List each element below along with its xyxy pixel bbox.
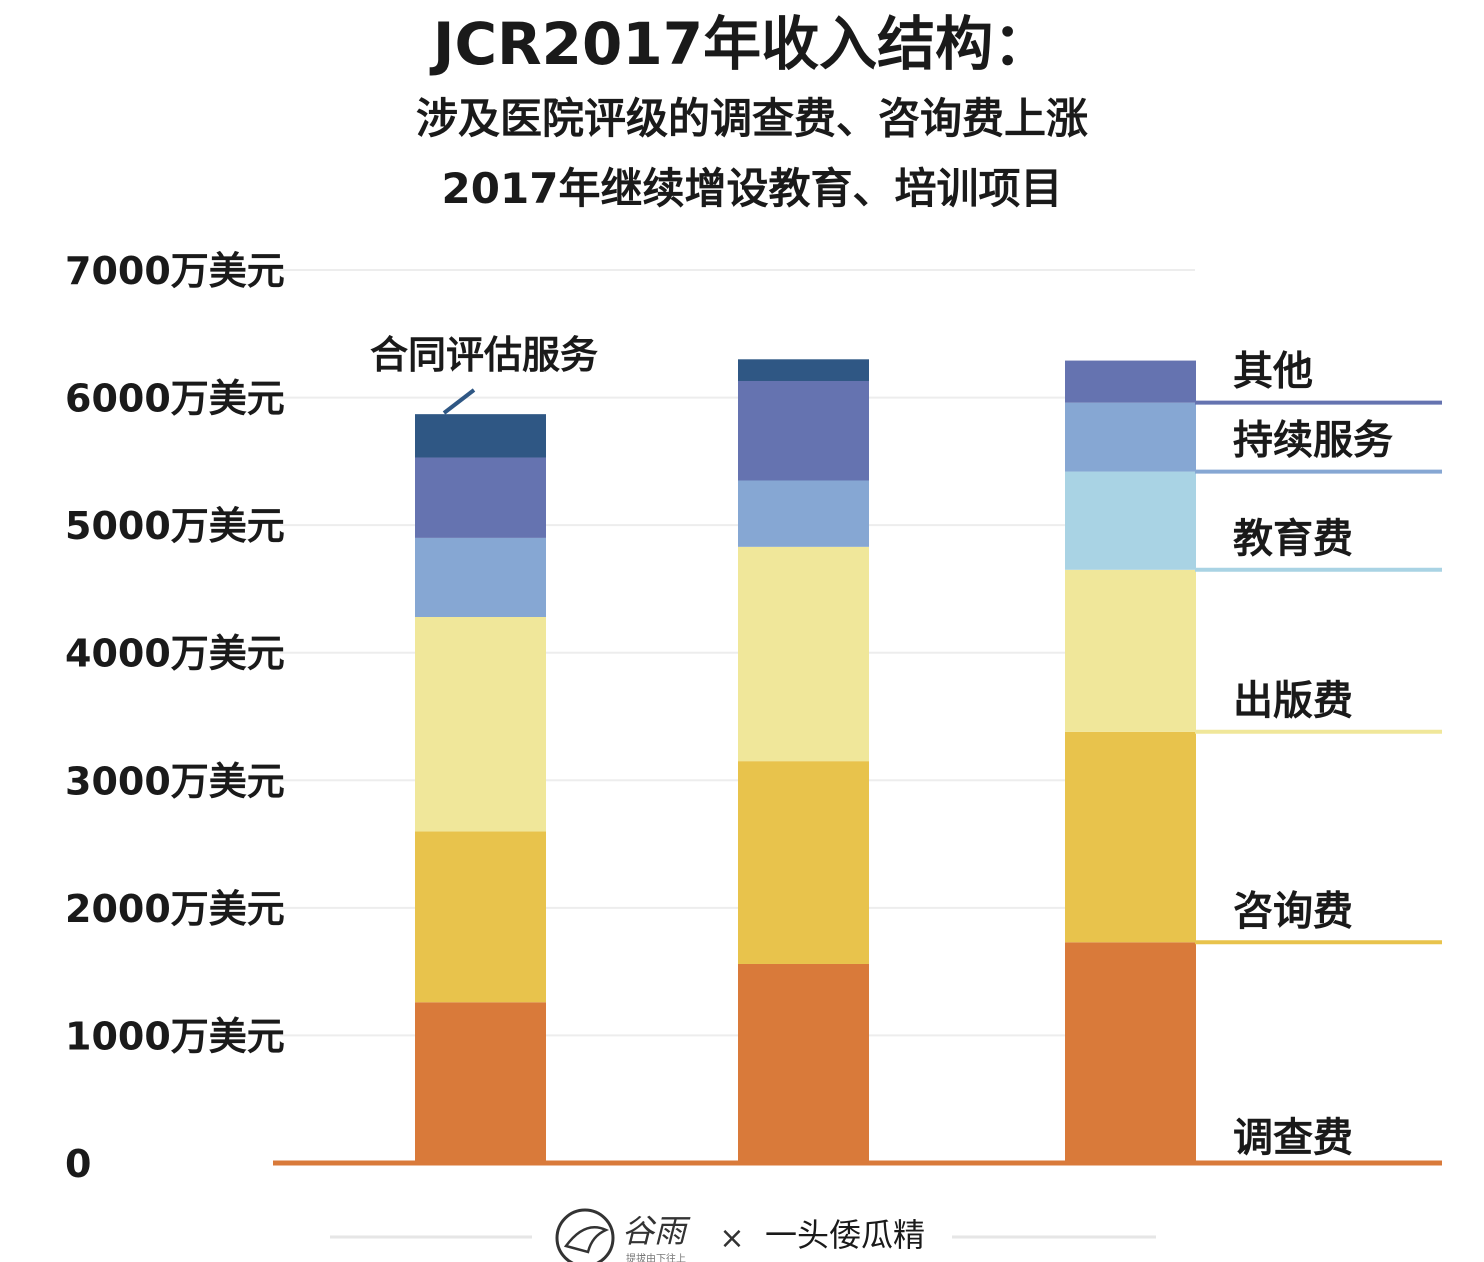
y-tick-label: 5000万美元 [65, 504, 285, 548]
legend-label: 出版费 [1233, 678, 1353, 724]
annotation-contract-evaluation: 合同评估服务 [370, 333, 598, 377]
bar-segment [738, 380, 869, 481]
legend-label: 其他 [1233, 349, 1313, 395]
chart-title: JCR2017年收入结构： [429, 10, 1051, 78]
bar-segment [738, 546, 869, 762]
bar-segment [415, 1002, 546, 1163]
bar-segment [415, 457, 546, 538]
y-tick-label: 2000万美元 [65, 887, 285, 931]
footer-partner: 一头倭瓜精 [765, 1216, 925, 1254]
bar-segment [415, 616, 546, 832]
annotation-pointer [442, 388, 476, 415]
chart-subtitle-line-1: 涉及医院评级的调查费、咨询费上涨 [416, 94, 1088, 143]
bar-segment [1065, 942, 1196, 1163]
bar-segment [738, 480, 869, 547]
footer-logo-tagline: 提拔由下往上 [626, 1252, 686, 1262]
y-tick-label: 3000万美元 [65, 759, 285, 803]
bar-segment [1065, 731, 1196, 943]
legend-label: 持续服务 [1233, 418, 1393, 464]
footer-separator: × [719, 1221, 744, 1256]
y-axis-ticks: 0 1000万美元 2000万美元 3000万美元 4000万美元 5000万美元 6000… [65, 249, 285, 1186]
y-tick-label: 6000万美元 [65, 377, 285, 421]
chart-subtitle-line-2: 2017年继续增设教育、培训项目 [442, 164, 1063, 213]
bar-segment [738, 963, 869, 1163]
footer-logo-text: 谷雨 [622, 1212, 691, 1250]
bar-segment [1065, 360, 1196, 403]
legend-label: 调查费 [1233, 1115, 1353, 1161]
bar-segment [738, 761, 869, 964]
legend: 调查费 咨询费 出版费 教育费 持续服务 其他 [1195, 349, 1442, 1161]
footer: 谷雨 提拔由下往上 × 一头倭瓜精 [330, 1208, 1156, 1262]
y-tick-label: 0 [65, 1142, 91, 1186]
bar-segment [415, 831, 546, 1003]
legend-label: 教育费 [1233, 516, 1353, 562]
bar-segment [738, 359, 869, 381]
bar-segment [415, 537, 546, 617]
bar-segment [1065, 471, 1196, 570]
bird-logo-icon [555, 1208, 615, 1262]
bar-segment [1065, 402, 1196, 472]
y-tick-label: 4000万美元 [65, 632, 285, 676]
bar-segment [415, 414, 546, 458]
legend-label: 咨询费 [1233, 888, 1353, 934]
y-tick-label: 7000万美元 [65, 249, 285, 293]
bird-logo-mark [563, 1226, 610, 1254]
y-tick-label: 1000万美元 [65, 1014, 285, 1058]
bar-segment [1065, 569, 1196, 732]
bars [415, 359, 1196, 1163]
